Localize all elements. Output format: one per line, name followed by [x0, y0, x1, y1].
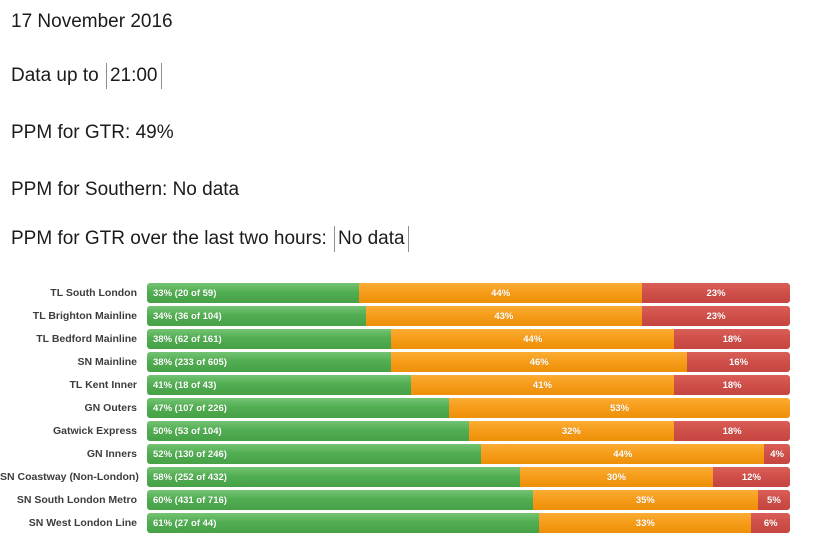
stacked-bar: 33% (20 of 59) 44% 23%	[147, 283, 790, 303]
bar-segment-orange: 46%	[391, 352, 688, 372]
data-up-to-line: Data up to 21:00	[11, 63, 162, 89]
stacked-bar: 58% (252 of 432) 30% 12%	[147, 467, 790, 487]
bar-segment-orange: 53%	[449, 398, 790, 418]
route-label: SN West London Line	[28, 517, 137, 529]
route-label: TL South London	[50, 287, 137, 299]
chart-row: GN Outers 47% (107 of 226) 53%	[0, 398, 830, 418]
chart-row: TL Kent Inner 41% (18 of 43) 41% 18%	[0, 375, 830, 395]
chart-row: TL Bedford Mainline 38% (62 of 161) 44% …	[0, 329, 830, 349]
bar-segment-red: 4%	[764, 444, 790, 464]
bar-segment-orange: 44%	[481, 444, 765, 464]
bar-segment-red: 18%	[674, 421, 790, 441]
bar-segment-green: 34% (36 of 104)	[147, 306, 366, 326]
stacked-bar: 52% (130 of 246) 44% 4%	[147, 444, 790, 464]
stacked-bar: 34% (36 of 104) 43% 23%	[147, 306, 790, 326]
route-label: TL Bedford Mainline	[36, 333, 137, 345]
bar-segment-orange: 32%	[468, 421, 675, 441]
bar-segment-orange: 44%	[359, 283, 643, 303]
chart-row: SN Mainline 38% (233 of 605) 46% 16%	[0, 352, 830, 372]
ppm-southern-label: PPM for Southern:	[11, 179, 168, 200]
route-label: SN Mainline	[77, 356, 137, 368]
chart-row: SN South London Metro 60% (431 of 716) 3…	[0, 490, 830, 510]
bar-segment-green: 58% (252 of 432)	[147, 467, 520, 487]
ppm-gtr-two-hours-line: PPM for GTR over the last two hours: No …	[11, 226, 409, 252]
route-label: Gatwick Express	[52, 425, 137, 437]
bar-segment-red: 23%	[642, 306, 790, 326]
bar-segment-orange: 33%	[539, 513, 752, 533]
chart-row: TL South London 33% (20 of 59) 44% 23%	[0, 283, 830, 303]
stacked-bar: 38% (62 of 161) 44% 18%	[147, 329, 790, 349]
ppm-stacked-bar-chart: TL South London 33% (20 of 59) 44% 23% T…	[0, 283, 830, 536]
chart-row: TL Brighton Mainline 34% (36 of 104) 43%…	[0, 306, 830, 326]
bar-segment-green: 33% (20 of 59)	[147, 283, 360, 303]
route-label: TL Brighton Mainline	[32, 310, 137, 322]
stacked-bar: 50% (53 of 104) 32% 18%	[147, 421, 790, 441]
bar-segment-red: 23%	[642, 283, 790, 303]
bar-segment-orange: 43%	[365, 306, 643, 326]
route-label: GN Outers	[84, 402, 137, 414]
ppm-southern-line: PPM for Southern: No data	[11, 178, 239, 202]
stacked-bar: 61% (27 of 44) 33% 6%	[147, 513, 790, 533]
bar-segment-green: 60% (431 of 716)	[147, 490, 533, 510]
ppm-gtr-value: 49%	[135, 122, 174, 143]
bar-segment-red: 5%	[757, 490, 790, 510]
ppm-gtr-two-hours-label: PPM for GTR over the last two hours:	[11, 228, 327, 249]
bar-segment-green: 52% (130 of 246)	[147, 444, 482, 464]
bar-segment-green: 47% (107 of 226)	[147, 398, 450, 418]
bar-segment-orange: 44%	[391, 329, 675, 349]
data-up-to-label: Data up to	[11, 65, 99, 86]
bar-segment-green: 38% (233 of 605)	[147, 352, 392, 372]
route-label: GN Inners	[86, 448, 137, 460]
route-label: SN Coastway (Non-London)	[0, 471, 139, 483]
bar-segment-green: 41% (18 of 43)	[147, 375, 411, 395]
chart-row: Gatwick Express 50% (53 of 104) 32% 18%	[0, 421, 830, 441]
ppm-gtr-label: PPM for GTR:	[11, 122, 131, 143]
stacked-bar: 41% (18 of 43) 41% 18%	[147, 375, 790, 395]
bar-segment-red: 12%	[712, 467, 790, 487]
chart-row: GN Inners 52% (130 of 246) 44% 4%	[0, 444, 830, 464]
stacked-bar: 38% (233 of 605) 46% 16%	[147, 352, 790, 372]
ppm-gtr-two-hours-field[interactable]: No data	[334, 226, 409, 252]
bar-segment-red: 6%	[751, 513, 790, 533]
bar-segment-orange: 30%	[519, 467, 713, 487]
stacked-bar: 47% (107 of 226) 53%	[147, 398, 790, 418]
bar-segment-green: 38% (62 of 161)	[147, 329, 392, 349]
bar-segment-red: 18%	[674, 329, 790, 349]
route-label: SN South London Metro	[16, 494, 137, 506]
ppm-gtr-line: PPM for GTR: 49%	[11, 121, 174, 145]
stacked-bar: 60% (431 of 716) 35% 5%	[147, 490, 790, 510]
bar-segment-orange: 41%	[410, 375, 675, 395]
ppm-southern-value: No data	[172, 179, 240, 200]
bar-segment-green: 61% (27 of 44)	[147, 513, 540, 533]
data-up-to-field[interactable]: 21:00	[105, 63, 162, 89]
chart-row: SN Coastway (Non-London) 58% (252 of 432…	[0, 467, 830, 487]
chart-row: SN West London Line 61% (27 of 44) 33% 6…	[0, 513, 830, 533]
route-label: TL Kent Inner	[69, 379, 137, 391]
bar-segment-red: 18%	[674, 375, 790, 395]
bar-segment-green: 50% (53 of 104)	[147, 421, 469, 441]
report-date: 17 November 2016	[11, 11, 173, 32]
bar-segment-red: 16%	[687, 352, 790, 372]
bar-segment-orange: 35%	[532, 490, 758, 510]
